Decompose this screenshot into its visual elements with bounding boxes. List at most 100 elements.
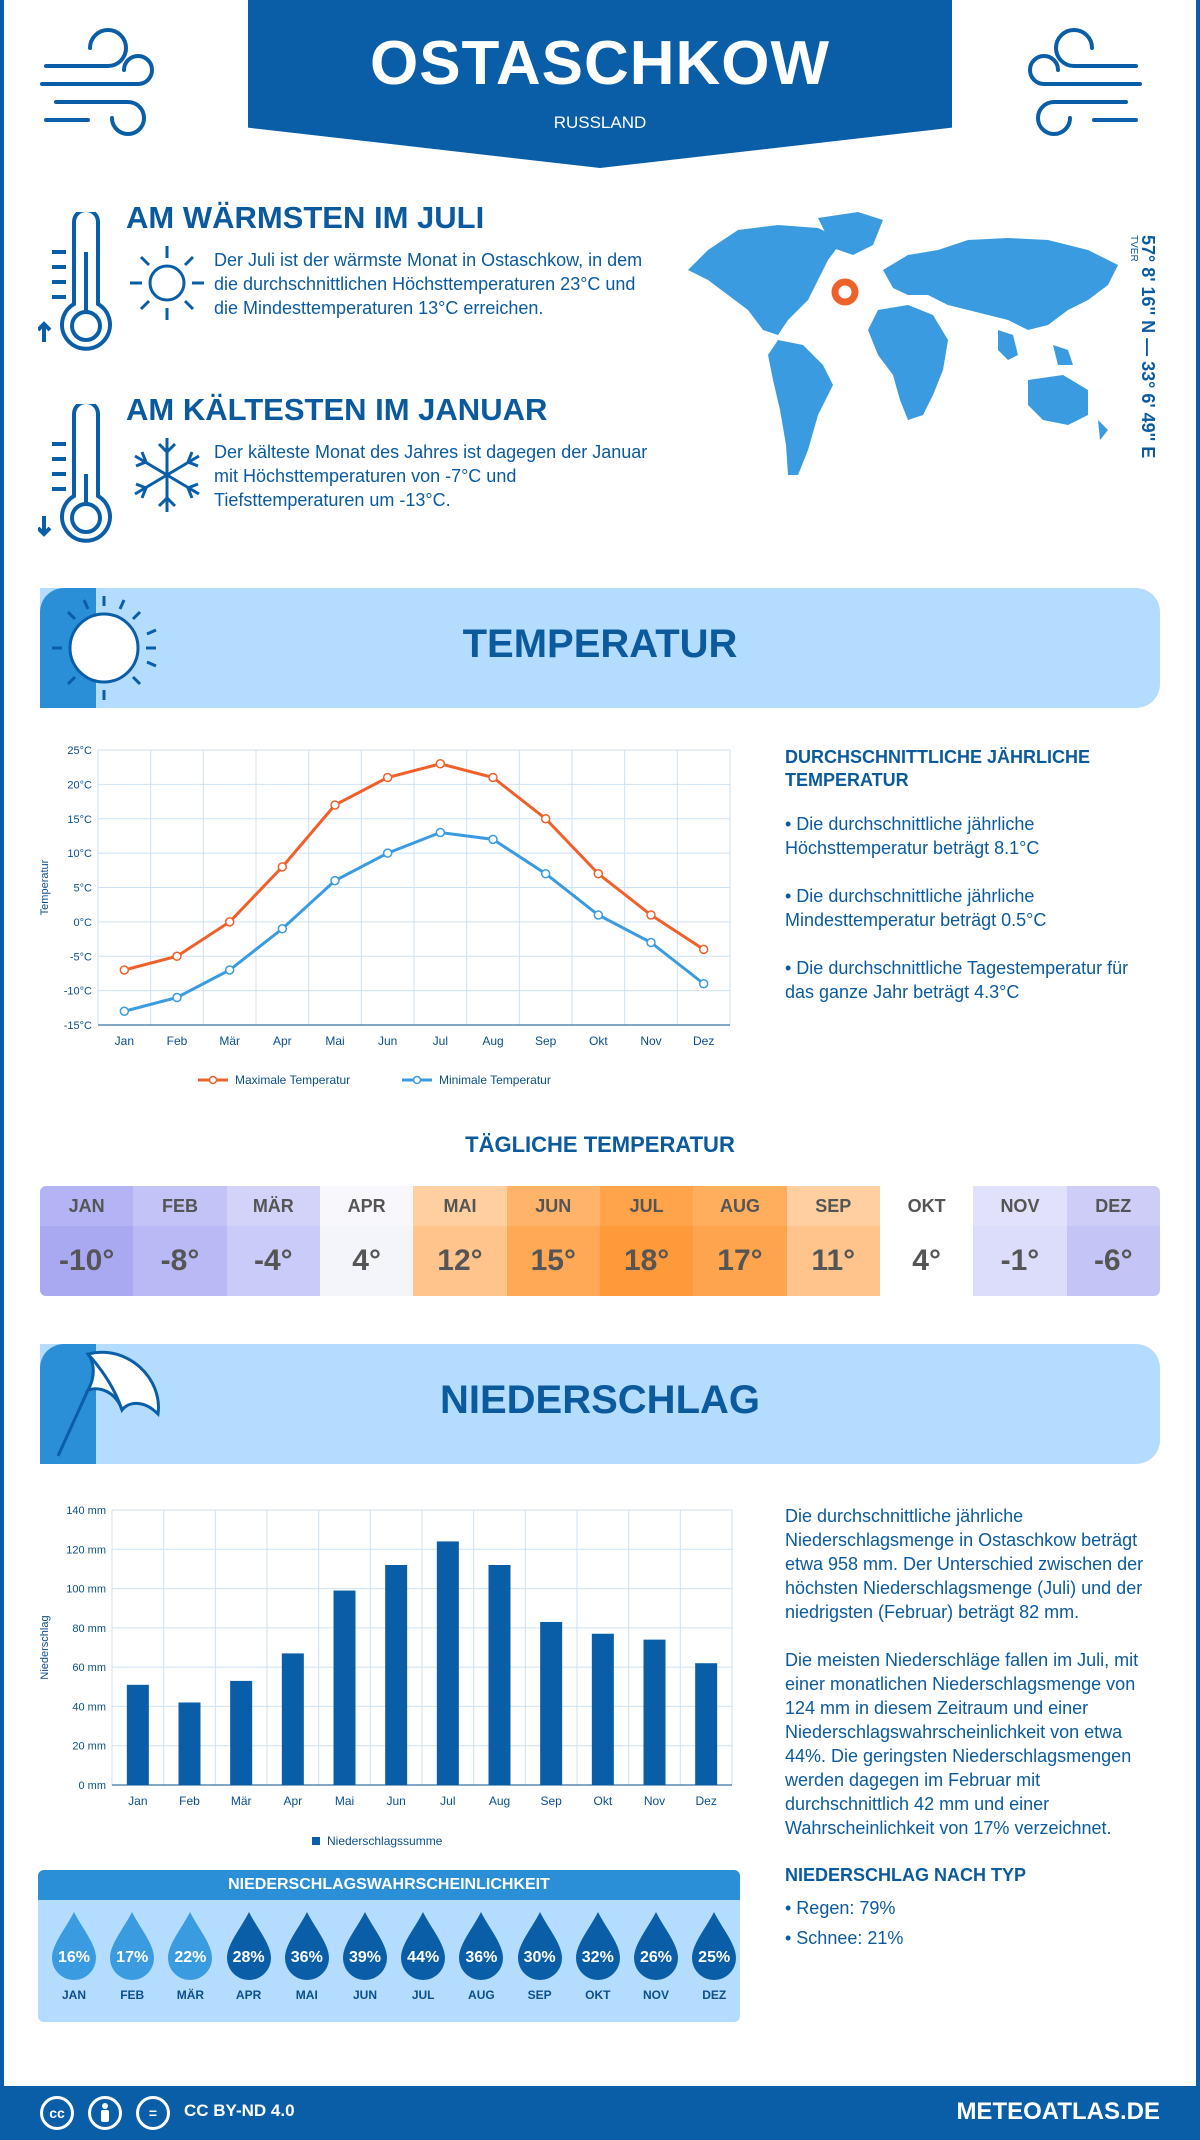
probability-value: 22%	[174, 1949, 207, 1966]
probability-month: SEP	[527, 1988, 552, 2002]
data-point	[330, 800, 340, 810]
y-axis-label: Temperatur	[40, 859, 51, 915]
data-point	[540, 869, 551, 879]
y-tick-label: 10°C	[67, 848, 92, 860]
legend-label: Maximale Temperatur	[235, 1073, 350, 1087]
raindrop-icon	[459, 1912, 504, 1980]
bar	[178, 1702, 201, 1785]
equals-icon: =	[136, 2096, 170, 2130]
data-point	[382, 848, 393, 858]
daily-value: -4°	[226, 1226, 320, 1296]
warmest-fact: AM WÄRMSTEN IM JULI Der Juli ist der wär…	[38, 200, 642, 370]
world-map	[688, 212, 1118, 475]
summary-bullet: • Die durchschnittliche jährliche Höchst…	[785, 814, 1040, 858]
coldest-fact: AM KÄLTESTEN IM JANUAR Der kälteste Mona…	[38, 392, 647, 562]
probability-month: APR	[235, 1988, 262, 2002]
data-point	[172, 992, 182, 1003]
probability-month: DEZ	[702, 1988, 727, 2002]
probability-value: 39%	[348, 1949, 382, 1966]
daily-temp-cell: AUG 17°	[693, 1186, 787, 1296]
y-tick-label: 80 mm	[72, 1623, 106, 1635]
data-point	[698, 944, 709, 955]
precipitation-chart: 0 mm 20 mm 40 mm 60 mm 80 mm 100 mm 120 mm 140 …	[40, 1505, 733, 1848]
precipitation-text: Die meisten Niederschläge fallen im Juli…	[785, 1650, 1139, 1838]
daily-month: NOV	[973, 1186, 1067, 1226]
summary-bullet: • Die durchschnittliche Tagestemperatur …	[785, 958, 1129, 1002]
daily-month: OKT	[879, 1186, 974, 1226]
x-tick-label: Feb	[167, 1034, 188, 1048]
probability-value: 36%	[465, 1949, 498, 1966]
daily-value: 4°	[879, 1226, 974, 1296]
y-tick-label: 25°C	[67, 745, 92, 757]
probability-drop: 28% APR	[223, 1910, 275, 2010]
header-banner	[248, 0, 952, 168]
coldest-text: Der kälteste Monat des Jahres ist dagege…	[214, 442, 648, 510]
raindrop-icon	[284, 1912, 329, 1980]
person-icon	[88, 2096, 122, 2130]
probability-drop: 32% OKT	[572, 1910, 624, 2010]
site-name[interactable]: METEOATLAS.DE	[956, 2098, 1160, 2125]
data-point	[646, 937, 656, 948]
wind-icon	[1028, 28, 1142, 136]
probability-title: NIEDERSCHLAGSWAHRSCHEINLICHKEIT	[38, 1870, 740, 1900]
x-tick-label: Jan	[115, 1034, 134, 1048]
bar	[333, 1590, 356, 1785]
x-tick-label: Okt	[593, 1794, 612, 1808]
x-tick-label: Sep	[535, 1034, 557, 1048]
location-marker	[831, 278, 859, 306]
probability-drop: 44% JUL	[397, 1910, 449, 2010]
series-line	[123, 830, 705, 1013]
data-point	[277, 924, 288, 934]
y-axis-label: Niederschlag	[40, 1615, 51, 1679]
daily-month: MAI	[413, 1186, 507, 1226]
daily-temperature-table: JAN -10° FEB -8° MÄR -4° APR 4° MAI 12° JUN 15° JUL 1…	[40, 1186, 1160, 1296]
banner-tab	[40, 1344, 96, 1464]
y-tick-label: 100 mm	[66, 1584, 106, 1596]
raindrop-icon	[110, 1912, 155, 1980]
x-tick-label: Sep	[540, 1794, 562, 1808]
country-label: RUSSLAND	[553, 113, 647, 132]
probability-drop: 36% MAI	[281, 1910, 333, 2010]
license-text: CC BY-ND 4.0	[184, 2101, 295, 2120]
daily-month: AUG	[693, 1186, 787, 1226]
cc-icon: cc	[40, 2096, 74, 2130]
bar	[488, 1565, 511, 1785]
precipitation-probability: NIEDERSCHLAGSWAHRSCHEINLICHKEIT 16% JAN 17…	[38, 1870, 740, 2022]
daily-temp-cell: OKT 4°	[879, 1186, 974, 1296]
umbrella-icon	[56, 1350, 160, 1457]
probability-month: OKT	[585, 1988, 611, 2002]
coordinates: 57° 8' 16'' N — 33° 6' 49'' E TVER	[1128, 235, 1158, 475]
bar	[126, 1684, 149, 1785]
daily-month: FEB	[133, 1186, 227, 1226]
coordinates-text: 57° 8' 16'' N — 33° 6' 49'' E	[1138, 235, 1158, 459]
y-tick-label: -10°C	[64, 986, 92, 998]
snowflake-icon	[134, 438, 200, 512]
y-tick-label: 60 mm	[72, 1662, 106, 1674]
y-tick-label: 40 mm	[72, 1701, 106, 1713]
probability-value: 44%	[407, 1949, 440, 1966]
bar	[436, 1541, 459, 1785]
raindrop-icon	[52, 1912, 96, 1980]
daily-value: 18°	[599, 1226, 694, 1296]
legend-label: Niederschlagssumme	[327, 1834, 443, 1848]
daily-month: JUL	[599, 1186, 694, 1226]
daily-month: APR	[319, 1186, 414, 1226]
thermometer-icon	[38, 404, 112, 543]
data-point	[172, 951, 182, 961]
raindrop-icon	[634, 1912, 678, 1980]
x-tick-label: Mär	[219, 1034, 240, 1048]
daily-temp-cell: MÄR -4°	[226, 1186, 320, 1296]
x-tick-label: Jul	[433, 1034, 448, 1048]
bar	[643, 1639, 666, 1785]
probability-month: JUL	[411, 1988, 435, 2002]
legend-marker	[312, 1837, 320, 1845]
daily-month: JUN	[506, 1186, 600, 1226]
x-tick-label: Jun	[378, 1034, 397, 1048]
probability-value: 30%	[523, 1949, 556, 1966]
bar	[281, 1653, 304, 1785]
x-tick-label: Nov	[644, 1794, 665, 1808]
probability-value: 36%	[290, 1949, 323, 1966]
daily-temp-cell: APR 4°	[319, 1186, 414, 1296]
legend-marker	[208, 1075, 218, 1085]
